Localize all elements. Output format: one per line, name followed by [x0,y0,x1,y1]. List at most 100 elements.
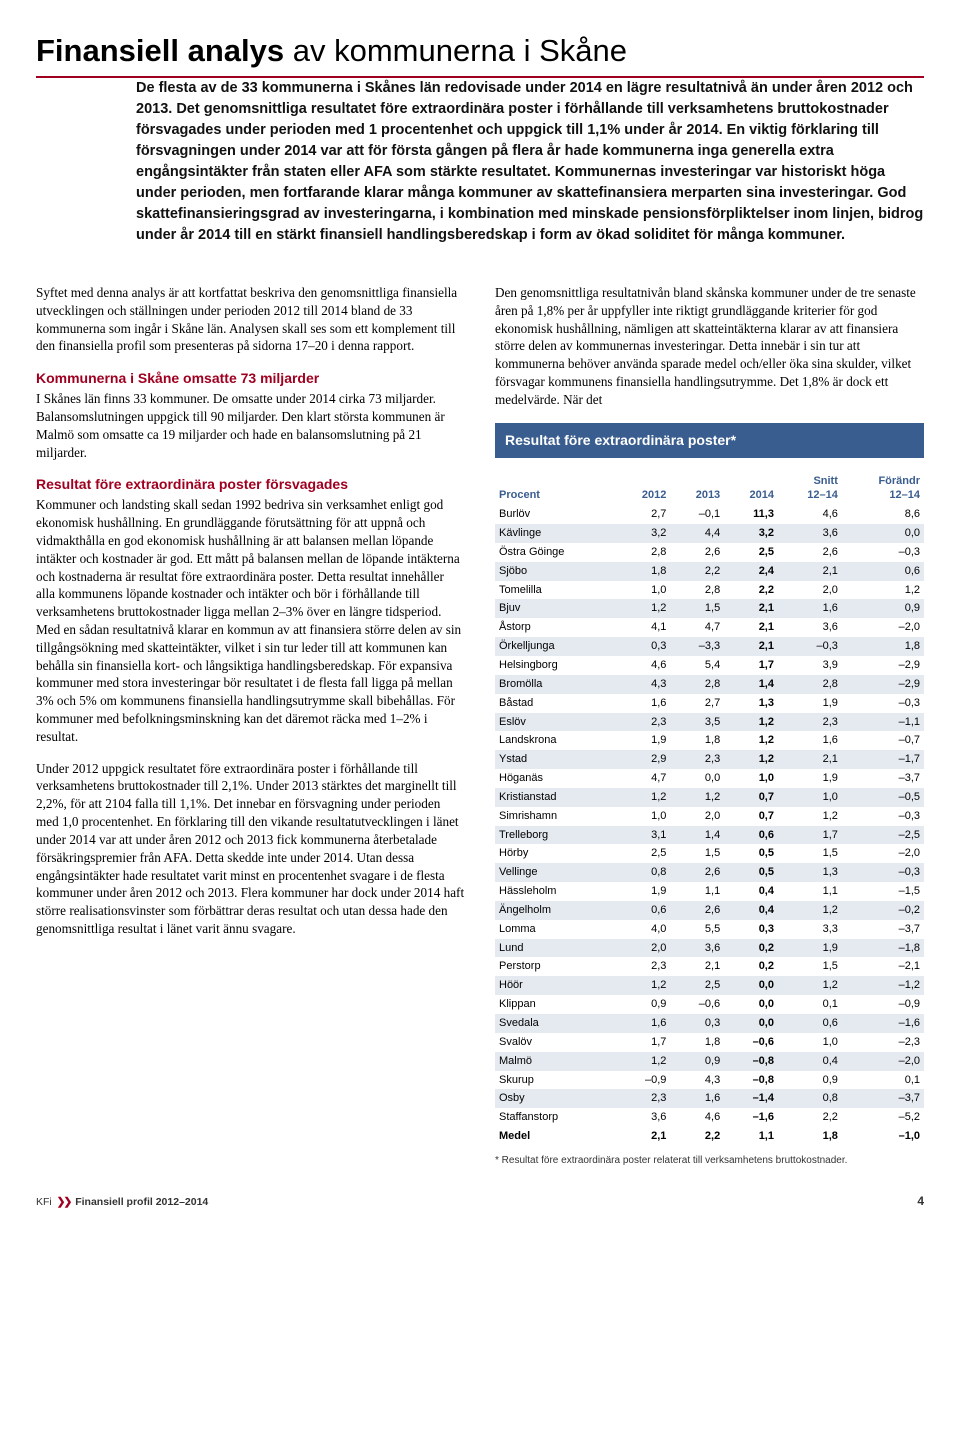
th-2013: 2013 [670,472,724,506]
cell-value: 1,9 [617,731,671,750]
cell-value: 1,6 [778,731,842,750]
cell-value: –0,2 [842,901,924,920]
cell-value: –0,3 [842,863,924,882]
cell-value: 1,9 [617,882,671,901]
cell-value: 2,3 [617,713,671,732]
footer-kfi: KFi [36,1196,52,1208]
cell-name: Hörby [495,844,617,863]
cell-value: 0,0 [842,524,924,543]
table-row: Osby2,31,6–1,40,8–3,7 [495,1089,924,1108]
cell-value: –1,7 [842,750,924,769]
table-row: Burlöv2,7–0,111,34,68,6 [495,505,924,524]
left-p2: I Skånes län finns 33 kommuner. De omsat… [36,390,465,461]
cell-name: Bjuv [495,599,617,618]
cell-value: 1,0 [617,581,671,600]
cell-name: Hässleholm [495,882,617,901]
cell-value: 1,2 [778,901,842,920]
cell-value: –1,8 [842,939,924,958]
cell-value: 2,1 [724,637,778,656]
table-row: Skurup–0,94,3–0,80,90,1 [495,1071,924,1090]
cell-value: –2,0 [842,618,924,637]
footer-arrows-icon: ❯❯ [57,1196,71,1208]
left-column: Syftet med denna analys är att kortfatta… [36,284,465,1167]
cell-value: 1,0 [778,1033,842,1052]
table-row: Perstorp2,32,10,21,5–2,1 [495,957,924,976]
cell-value: 2,0 [617,939,671,958]
cell-name: Vellinge [495,863,617,882]
cell-value: 0,6 [778,1014,842,1033]
cell-name: Simrishamn [495,807,617,826]
cell-value: 1,9 [778,694,842,713]
cell-name: Svalöv [495,1033,617,1052]
cell-name: Östra Göinge [495,543,617,562]
cell-value: 1,2 [724,750,778,769]
cell-value: 1,2 [617,599,671,618]
two-column-layout: Syftet med denna analys är att kortfatta… [36,284,924,1167]
cell-value: –2,0 [842,844,924,863]
table-row: Trelleborg3,11,40,61,7–2,5 [495,826,924,845]
cell-value: 2,1 [778,562,842,581]
table-row: Sjöbo1,82,22,42,10,6 [495,562,924,581]
cell-value: –0,9 [842,995,924,1014]
cell-value: 1,5 [778,844,842,863]
cell-value: 1,1 [670,882,724,901]
cell-name: Kävlinge [495,524,617,543]
page-footer: KFi ❯❯ Finansiell profil 2012–2014 4 [36,1193,924,1209]
table-row: Kristianstad1,21,20,71,0–0,5 [495,788,924,807]
intro-paragraph: De flesta av de 33 kommunerna i Skånes l… [136,78,924,246]
right-column: Den genomsnittliga resultatnivån bland s… [495,284,924,1167]
cell-value: 3,6 [778,524,842,543]
results-table: Procent 2012 2013 2014 Snitt12–14 Föränd… [495,472,924,1146]
cell-value: –0,1 [670,505,724,524]
table-row: Vellinge0,82,60,51,3–0,3 [495,863,924,882]
cell-value: 1,0 [617,807,671,826]
table-row: Eslöv2,33,51,22,3–1,1 [495,713,924,732]
cell-value: –0,3 [778,637,842,656]
cell-value: 2,7 [670,694,724,713]
cell-value: 3,3 [778,920,842,939]
cell-value: 0,0 [724,1014,778,1033]
cell-value: 1,9 [778,769,842,788]
cell-value: 2,2 [778,1108,842,1127]
cell-value: 0,4 [778,1052,842,1071]
title-bold: Finansiell analys [36,33,284,68]
cell-value: 2,0 [778,581,842,600]
cell-value: 1,7 [617,1033,671,1052]
cell-value: 2,3 [617,957,671,976]
cell-name: Åstorp [495,618,617,637]
cell-value: –2,3 [842,1033,924,1052]
cell-value: 1,4 [670,826,724,845]
cell-value: –2,9 [842,675,924,694]
cell-value: 2,1 [724,618,778,637]
cell-value: 4,3 [617,675,671,694]
cell-value: –0,8 [724,1071,778,1090]
cell-value: 1,2 [724,731,778,750]
cell-name: Burlöv [495,505,617,524]
cell-name: Skurup [495,1071,617,1090]
cell-name: Ystad [495,750,617,769]
cell-name: Landskrona [495,731,617,750]
cell-value: 1,3 [778,863,842,882]
table-row: Klippan0,9–0,60,00,1–0,9 [495,995,924,1014]
cell-value: 4,3 [670,1071,724,1090]
cell-value: 1,0 [778,788,842,807]
cell-value: 3,2 [617,524,671,543]
cell-value: 0,7 [724,788,778,807]
cell-value: 5,4 [670,656,724,675]
cell-value: 3,2 [724,524,778,543]
cell-value: 4,7 [617,769,671,788]
cell-value: 2,1 [670,957,724,976]
cell-value: –3,7 [842,920,924,939]
cell-value: 2,0 [670,807,724,826]
cell-value: 0,6 [724,826,778,845]
cell-value: –3,7 [842,1089,924,1108]
cell-value: 1,5 [670,599,724,618]
cell-value: –0,3 [842,807,924,826]
page-number: 4 [917,1193,924,1209]
cell-value: 1,8 [842,637,924,656]
cell-value: 1,8 [778,1127,842,1146]
cell-value: 0,4 [724,901,778,920]
cell-value: 2,2 [670,562,724,581]
table-row: Hörby2,51,50,51,5–2,0 [495,844,924,863]
cell-value: 0,3 [670,1014,724,1033]
